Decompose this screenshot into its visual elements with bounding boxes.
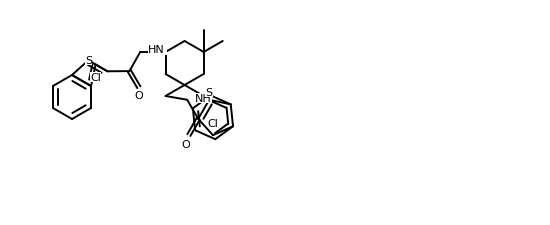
Text: NH: NH: [195, 93, 212, 103]
Text: HN: HN: [148, 45, 165, 55]
Text: Cl: Cl: [90, 73, 101, 83]
Text: S: S: [85, 56, 92, 66]
Text: O: O: [135, 91, 143, 101]
Text: HN: HN: [150, 46, 167, 56]
Text: S: S: [206, 87, 213, 97]
Text: O: O: [182, 140, 190, 149]
Text: Cl: Cl: [207, 119, 218, 129]
